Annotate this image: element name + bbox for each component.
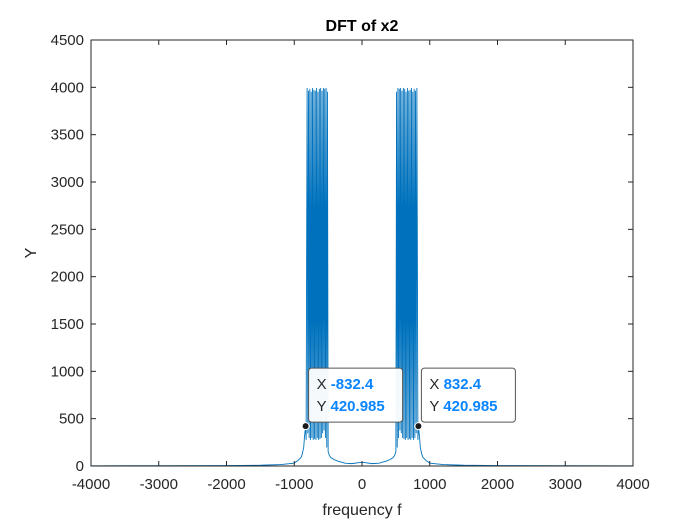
datatip-x-row: X -832.4 xyxy=(317,376,374,393)
y-tick-label: 4500 xyxy=(51,32,84,49)
x-axis-label: frequency f xyxy=(322,502,402,519)
datatip-box xyxy=(420,367,516,423)
x-tick-label: 1000 xyxy=(413,476,446,493)
x-tick-label: 0 xyxy=(358,476,366,493)
datatip-x-value: -832.4 xyxy=(331,376,374,393)
tick-layer: -4000 -3000 -2000 -1000 0 1000 2000 3000 4000 0 50… xyxy=(51,32,650,493)
datatip-x-value: 832.4 xyxy=(444,376,482,393)
x-tick-label: 3000 xyxy=(549,476,582,493)
y-tick-label: 500 xyxy=(59,411,84,428)
y-tick-label: 3000 xyxy=(51,174,84,191)
datatip-2[interactable]: X 832.4Y 420.985 xyxy=(414,367,516,431)
datatip-x-row: X 832.4 xyxy=(429,376,481,393)
datatip-1[interactable]: X -832.4Y 420.985 xyxy=(301,367,404,431)
x-tick-label: -3000 xyxy=(140,476,178,493)
datatip-box xyxy=(308,367,404,423)
x-tick-label: -1000 xyxy=(275,476,313,493)
y-axis-label: Y xyxy=(23,247,40,258)
chart-title: DFT of x2 xyxy=(326,18,399,35)
y-tick-label: 4000 xyxy=(51,79,84,96)
y-tick-label: 2000 xyxy=(51,269,84,286)
datatip-y-value: 420.985 xyxy=(331,398,385,415)
y-tick-label: 2500 xyxy=(51,221,84,238)
datatip-y-key: Y xyxy=(317,398,331,415)
datatip-y-row: Y 420.985 xyxy=(429,398,497,415)
datatip-x-key: X xyxy=(317,376,331,393)
y-tick-label: 1000 xyxy=(51,363,84,380)
datatip-x-key: X xyxy=(429,376,443,393)
x-tick-label: 4000 xyxy=(616,476,649,493)
y-tick-label: 3500 xyxy=(51,127,84,144)
datatip-y-value: 420.985 xyxy=(443,398,497,415)
datatip-marker[interactable] xyxy=(414,422,423,431)
x-tick-label: -4000 xyxy=(72,476,110,493)
y-tick-label: 0 xyxy=(76,458,84,475)
x-tick-label: -2000 xyxy=(207,476,245,493)
datatip-y-row: Y 420.985 xyxy=(317,398,385,415)
y-tick-label: 1500 xyxy=(51,316,84,333)
datatip-marker[interactable] xyxy=(301,422,310,431)
datatip-y-key: Y xyxy=(429,398,443,415)
x-tick-label: 2000 xyxy=(481,476,514,493)
